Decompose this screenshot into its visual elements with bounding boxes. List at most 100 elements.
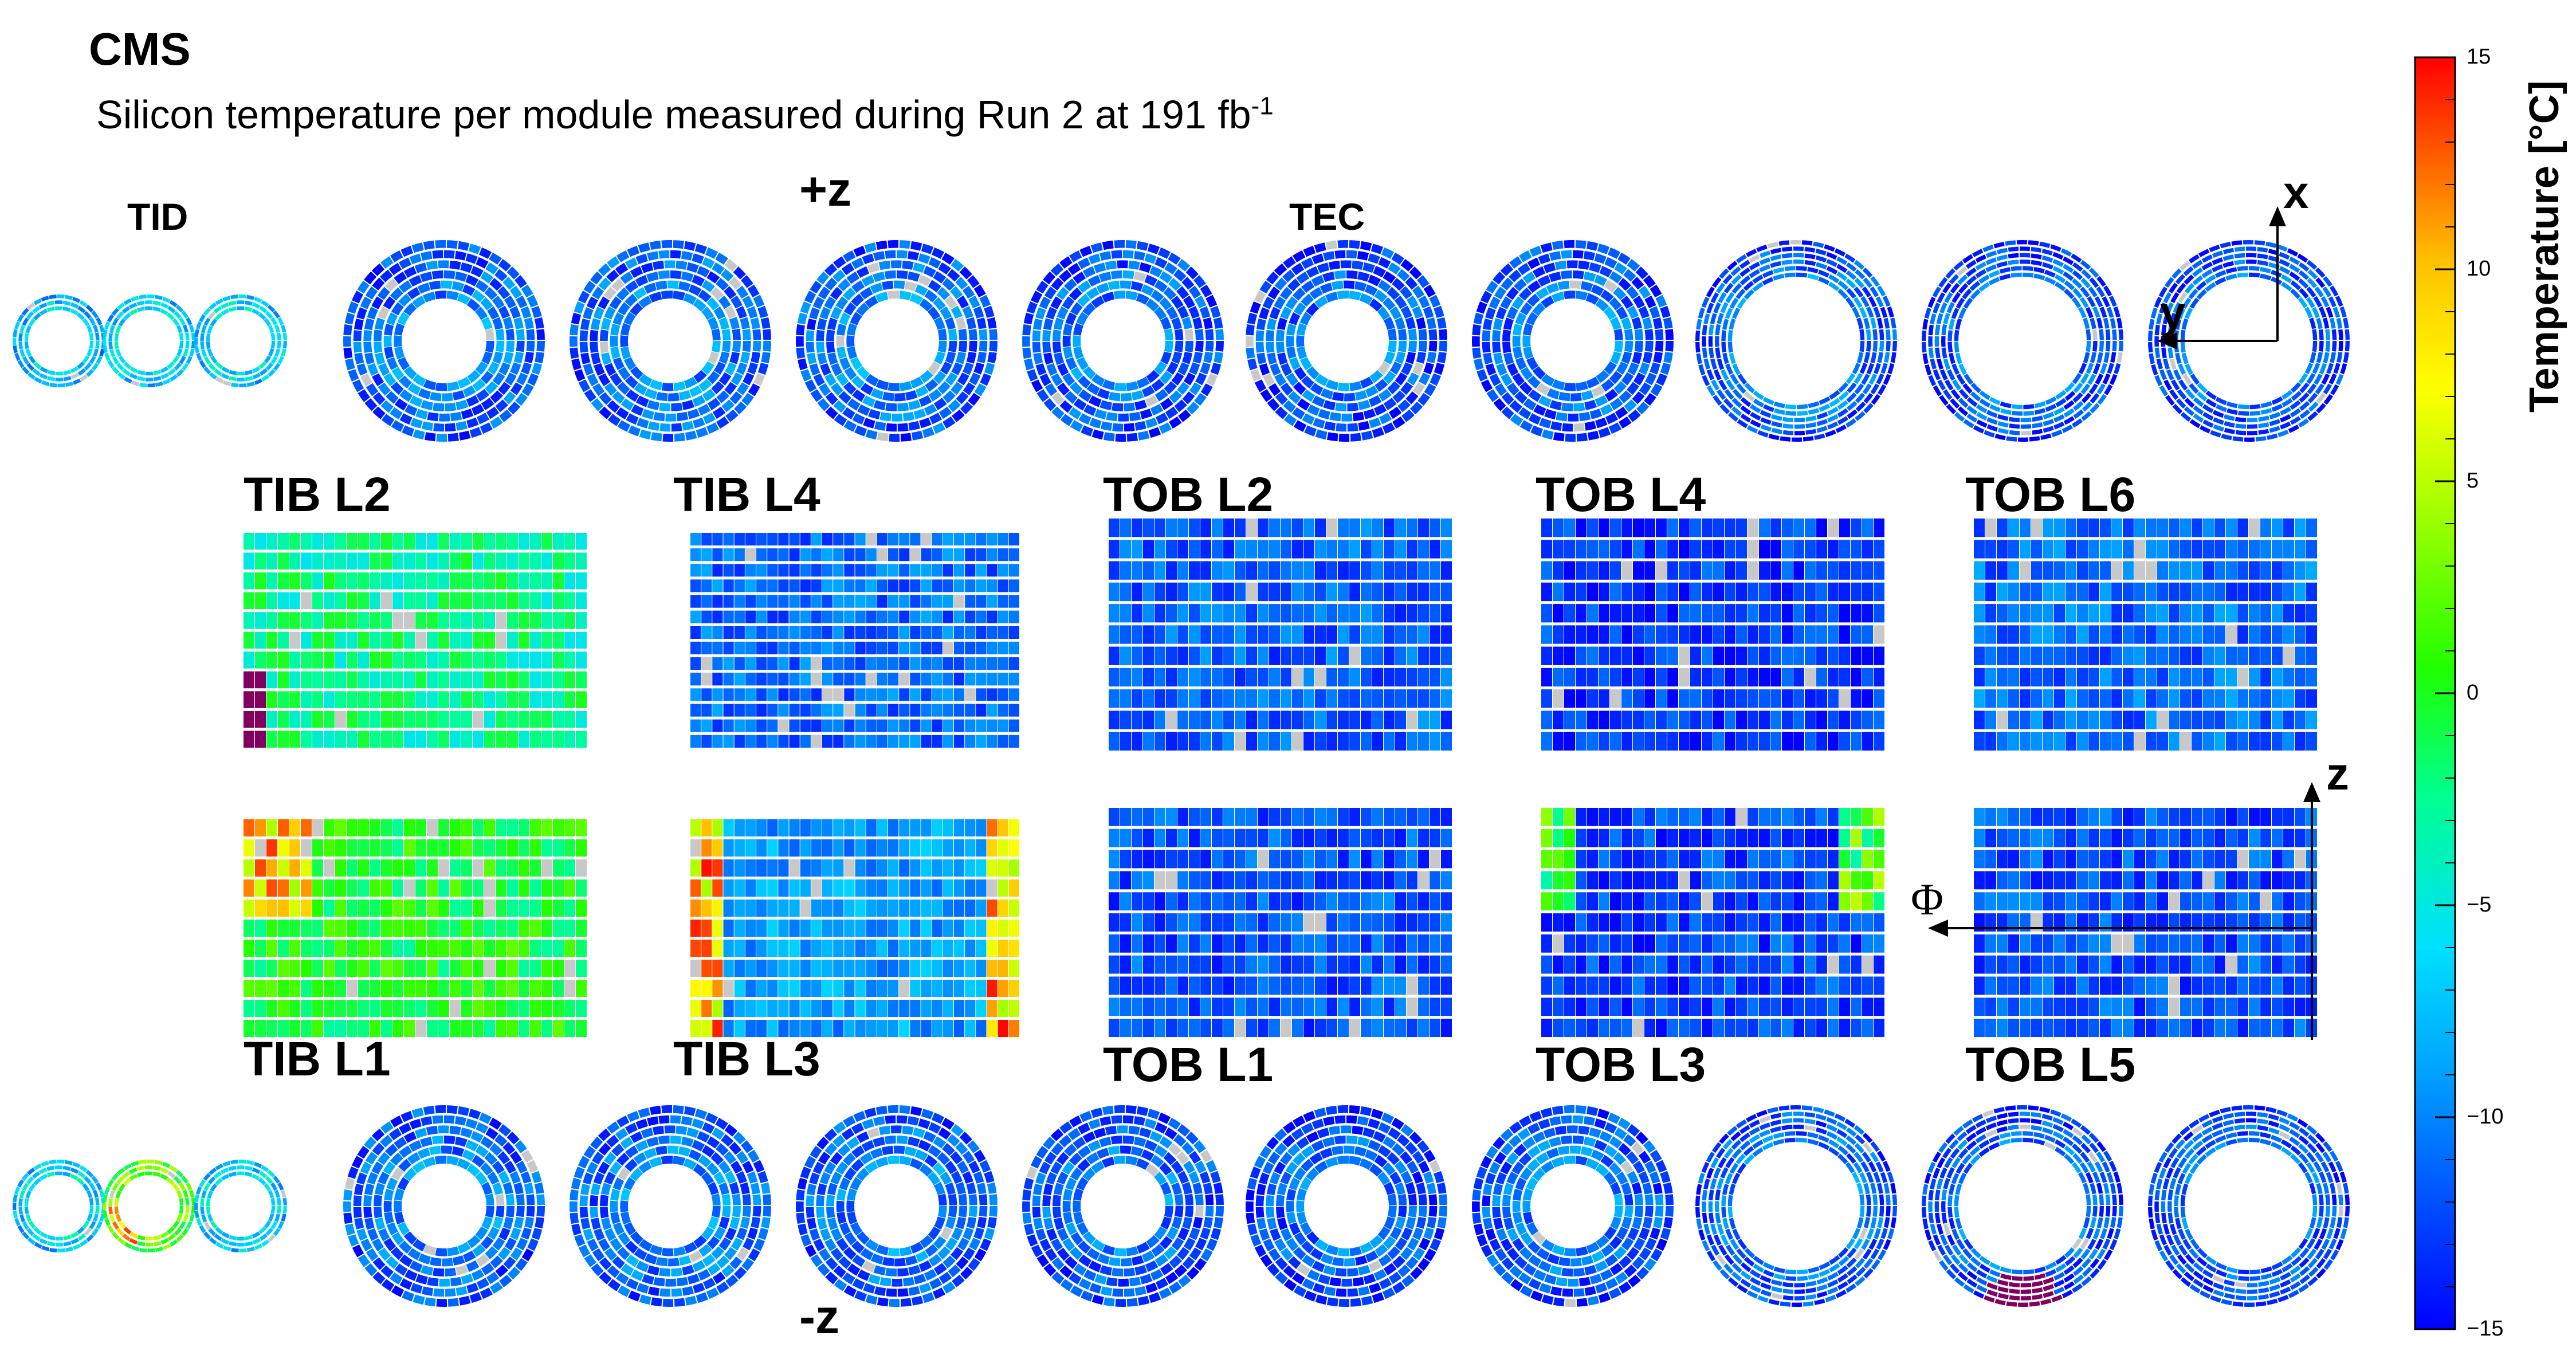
disk-module	[137, 370, 146, 375]
disk-module	[2071, 297, 2082, 308]
disk-module	[578, 1244, 591, 1258]
disk-module	[273, 310, 280, 319]
disk-module	[1746, 1114, 1757, 1122]
disk-module	[252, 1167, 261, 1174]
disk-module	[176, 348, 183, 357]
disk-module	[2148, 330, 2153, 341]
disk-module	[1274, 1142, 1287, 1156]
disk-module	[1485, 1172, 1496, 1185]
disk-module	[732, 1193, 741, 1205]
disk-module	[2189, 297, 2200, 309]
disk-module	[684, 1242, 697, 1254]
disk-module	[1655, 341, 1664, 352]
disk-module	[937, 1246, 951, 1260]
disk-module	[2016, 240, 2028, 245]
disk-module	[2090, 1217, 2097, 1228]
disk-module	[2320, 1161, 2330, 1173]
disk-module	[1214, 1217, 1223, 1229]
disk-module	[1306, 266, 1320, 278]
disk-module	[1737, 1239, 1748, 1250]
disk-module	[1875, 296, 1884, 308]
disk-module	[1503, 352, 1514, 366]
disk-module	[2333, 1228, 2341, 1239]
disk-module	[344, 312, 355, 325]
disk-module	[172, 1220, 180, 1229]
disk-module	[1976, 1269, 1988, 1279]
disk-module	[2114, 363, 2121, 375]
disk-module	[2020, 1295, 2032, 1301]
disk-module	[1270, 1228, 1281, 1241]
disk-module	[155, 1160, 163, 1165]
disk-module	[1601, 379, 1615, 392]
disk-module	[1932, 286, 1941, 298]
disk-module	[1813, 241, 1824, 248]
disk-module	[1563, 1156, 1576, 1165]
disk-module	[1400, 305, 1413, 319]
disk-module	[1585, 1158, 1600, 1170]
disk-module	[111, 1173, 119, 1181]
disk-module	[1997, 1279, 2009, 1286]
disk-module	[1069, 1116, 1082, 1128]
disk-module	[1160, 1263, 1173, 1275]
disk-module	[1861, 374, 1870, 385]
disk-module	[1533, 404, 1546, 416]
disk-module	[952, 1274, 965, 1287]
disk-module	[1816, 411, 1828, 419]
disk-module	[1059, 269, 1072, 282]
disk-module	[1052, 329, 1062, 341]
disk-module	[2185, 1254, 2196, 1265]
disk-module	[2221, 434, 2232, 441]
disk-module	[1828, 274, 1840, 284]
disk-module	[515, 1140, 527, 1153]
disk-module	[836, 335, 845, 347]
disk-module	[1951, 292, 1961, 304]
disk-module	[1168, 252, 1181, 265]
disk-module	[885, 1115, 896, 1124]
disk-module	[1855, 1276, 1866, 1286]
disk-module	[183, 348, 189, 357]
disk-module	[1872, 1206, 1878, 1217]
disk-module	[857, 404, 870, 416]
disk-module	[958, 1193, 967, 1205]
disk-module	[1752, 282, 1764, 292]
disk-module	[115, 1213, 122, 1222]
disk-module	[480, 1236, 494, 1250]
disk-module	[2183, 1131, 2194, 1141]
disk-module	[1077, 1122, 1090, 1134]
disk-module	[1160, 398, 1173, 410]
disk-module	[697, 404, 711, 416]
disk-module	[526, 1206, 535, 1217]
disk-module	[2161, 1201, 2166, 1212]
disk-module	[1932, 1152, 1941, 1163]
disk-module	[384, 1188, 394, 1201]
disk-module	[1514, 1256, 1527, 1269]
disk-module	[2087, 296, 2096, 308]
disk-module	[1862, 383, 1872, 395]
disk-module	[879, 412, 892, 422]
disk-module	[1727, 1207, 1733, 1218]
disk-module	[2299, 1153, 2309, 1164]
disk-module	[201, 1214, 207, 1223]
disk-module	[62, 1172, 71, 1177]
disk-module	[2328, 1161, 2337, 1173]
disk-module	[1022, 1212, 1032, 1224]
disk-module	[1301, 1145, 1315, 1158]
disk-module	[264, 318, 272, 327]
disk-module	[2192, 1140, 2204, 1151]
disk-module	[70, 366, 79, 374]
disk-module	[1723, 1148, 1734, 1159]
disk-module	[2337, 1217, 2343, 1228]
disk-module	[536, 341, 545, 352]
disk-module	[1148, 427, 1161, 438]
disk-module	[407, 383, 421, 395]
disk-module	[2063, 1273, 2075, 1283]
disk-module	[1773, 267, 1785, 274]
disk-module	[2291, 382, 2302, 393]
disk-module	[1494, 286, 1507, 300]
disk-module	[1388, 1127, 1401, 1140]
disk-module	[1057, 1171, 1069, 1185]
disk-module	[947, 1134, 960, 1147]
disk-module	[489, 252, 502, 265]
disk-module	[2052, 1117, 2064, 1125]
disk-module	[432, 1115, 443, 1124]
